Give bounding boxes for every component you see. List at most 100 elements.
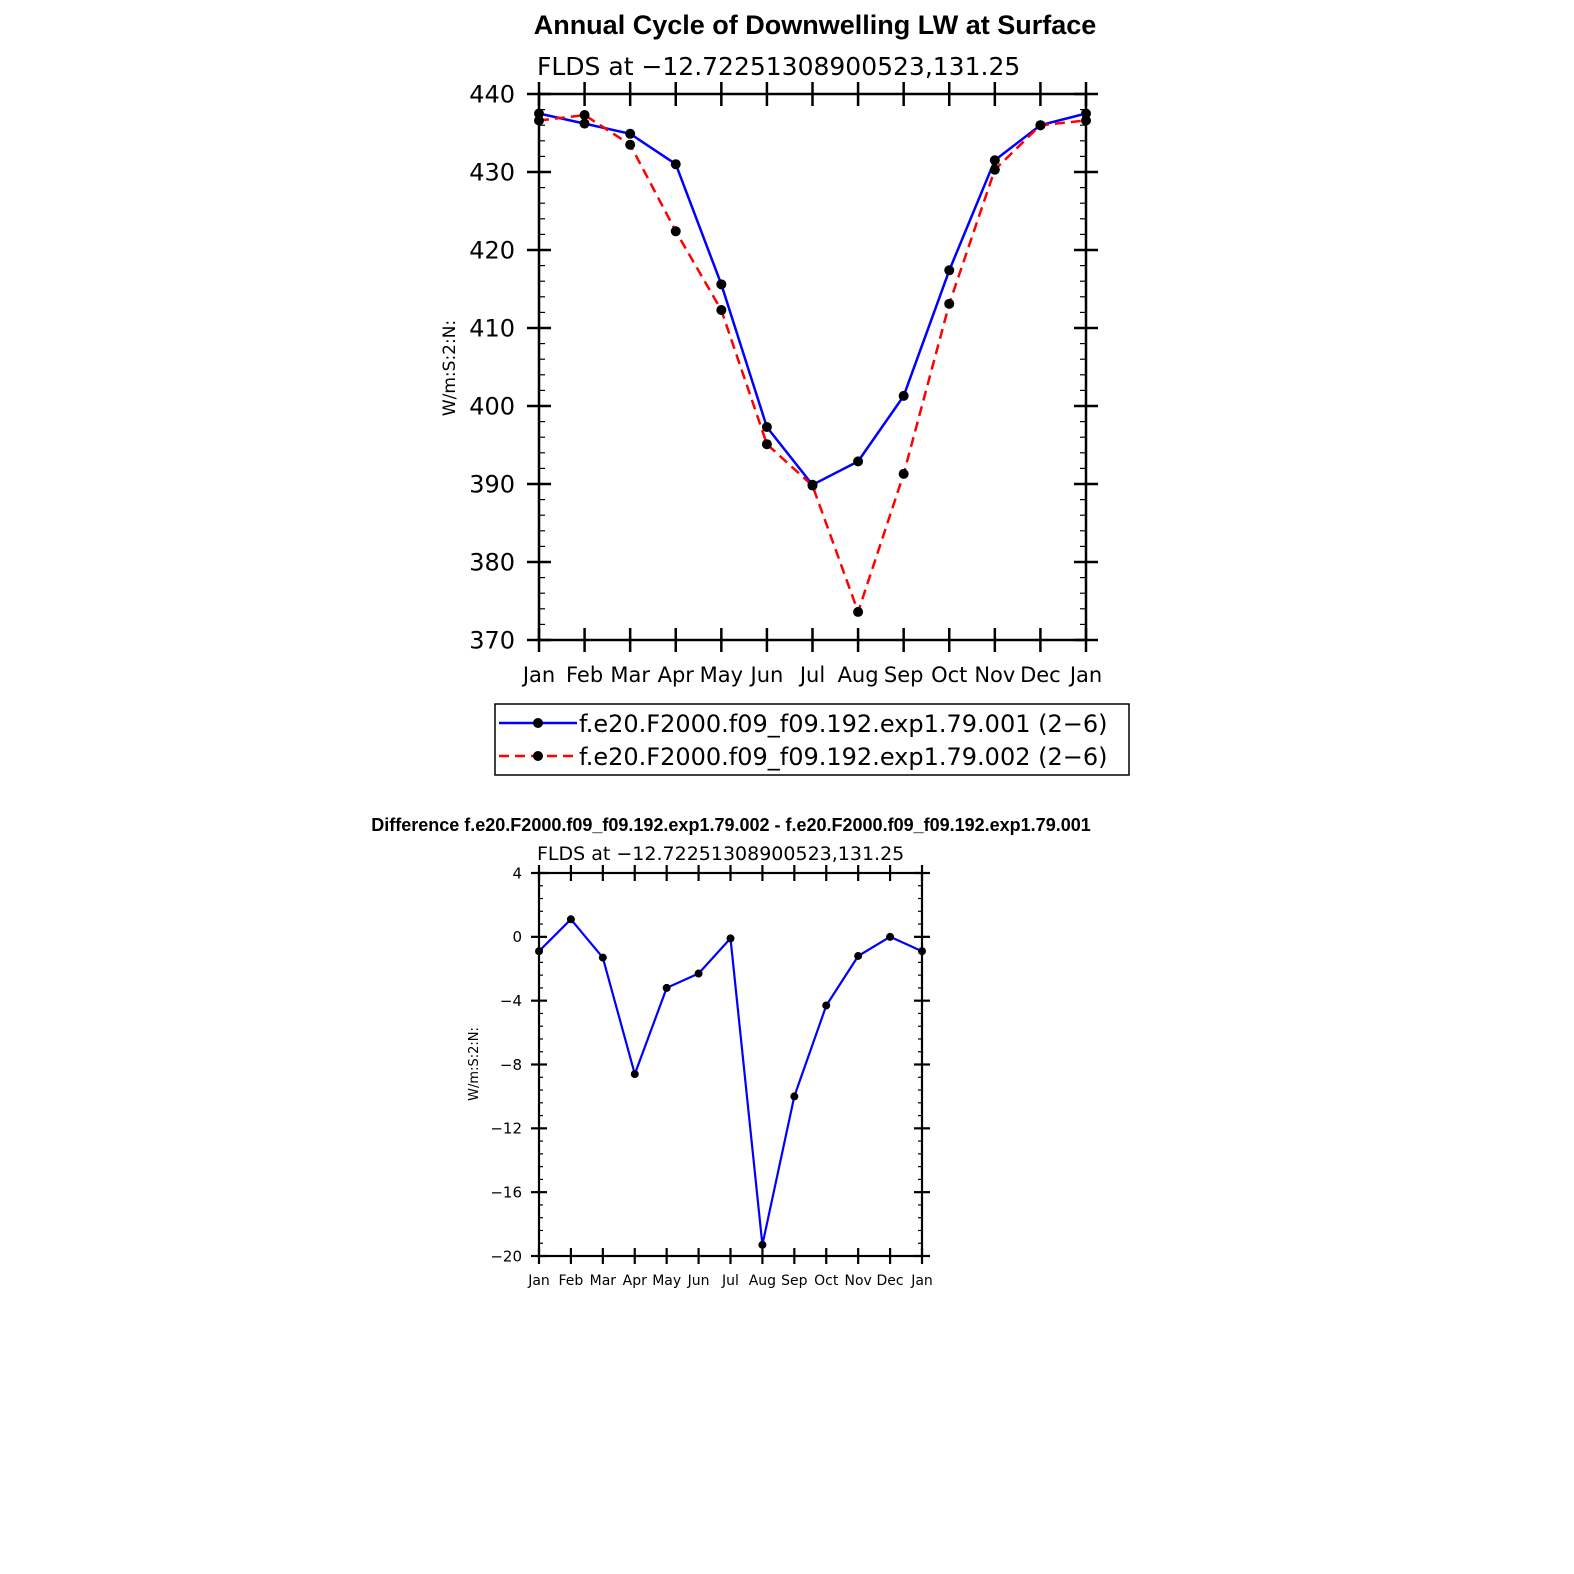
- chart2-title: Difference f.e20.F2000.f09_f09.192.exp1.…: [371, 815, 1090, 835]
- series-line-2: [538, 113, 1087, 614]
- chart1-legend: f.e20.F2000.f09_f09.192.exp1.79.001 (2−6…: [494, 703, 1130, 776]
- series-1-point: [726, 934, 735, 943]
- x-tick-label: Dec: [877, 1273, 904, 1289]
- plot-frame: [537, 92, 1088, 642]
- x-tick-label: Jan: [1068, 663, 1102, 687]
- series-2-point: [1035, 120, 1046, 131]
- series-1-point: [790, 1092, 799, 1101]
- x-tick-label: Jul: [721, 1273, 739, 1289]
- y-tick-label: 4: [512, 864, 522, 882]
- series-1-point: [535, 947, 543, 956]
- series-2-point: [898, 468, 909, 479]
- y-tick-label: 420: [469, 236, 515, 264]
- x-tick-label: Jan: [521, 663, 555, 687]
- x-tick-label: May: [700, 663, 743, 687]
- series-1-point: [761, 422, 772, 433]
- x-tick-label: Mar: [610, 663, 650, 687]
- series-line-1: [538, 112, 1087, 487]
- y-tick-label: 370: [469, 626, 515, 654]
- series-2-point: [625, 139, 636, 150]
- x-tick-label: Dec: [1020, 663, 1061, 687]
- series-2-point: [761, 439, 772, 450]
- series-1-point: [694, 969, 703, 978]
- series-2-point: [989, 164, 1000, 175]
- legend-box: [494, 703, 1130, 776]
- y-tick-label: 0: [512, 928, 522, 946]
- series-1-point: [918, 947, 926, 956]
- y-tick-label: 440: [469, 80, 515, 108]
- x-tick-label: Jul: [798, 663, 825, 687]
- chart2-ylabel: W/m:S:2:N:: [467, 1027, 482, 1101]
- y-tick-label: 410: [469, 314, 515, 342]
- series-1-point: [853, 456, 864, 467]
- x-tick-label: Nov: [974, 663, 1015, 687]
- y-tick-label: −8: [500, 1056, 522, 1074]
- x-tick-label: Oct: [814, 1273, 839, 1289]
- x-tick-label: Feb: [566, 663, 603, 687]
- annual-cycle-chart: Annual Cycle of Downwelling LW at Surfac…: [440, 10, 1130, 776]
- y-tick-label: −4: [500, 992, 522, 1010]
- chart2-tick-labels: −20 −16 −12 −8 −4 0 4 Jan Feb Mar Apr May Jun Jul Aug S…: [490, 864, 932, 1289]
- x-tick-label: Jan: [910, 1273, 933, 1289]
- series-1-point: [670, 159, 681, 170]
- y-tick-label: 400: [469, 392, 515, 420]
- series-1-point: [898, 390, 909, 401]
- series-1-point: [598, 953, 607, 962]
- series-1-point: [886, 932, 895, 941]
- y-tick-label: −20: [490, 1247, 522, 1265]
- x-tick-label: Jun: [749, 663, 784, 687]
- series-1-point: [630, 1070, 639, 1079]
- x-tick-label: Apr: [623, 1273, 647, 1289]
- x-tick-label: Aug: [749, 1273, 776, 1289]
- x-tick-label: Oct: [931, 663, 967, 687]
- x-tick-label: Nov: [845, 1273, 872, 1289]
- x-tick-label: Sep: [781, 1273, 808, 1289]
- series-2-point: [853, 606, 864, 617]
- y-tick-label: 390: [469, 470, 515, 498]
- series-1-point: [579, 118, 590, 129]
- x-tick-label: Jun: [687, 1273, 710, 1289]
- legend-marker-series-1: [533, 718, 543, 728]
- y-tick-label: 430: [469, 158, 515, 186]
- series-1-point: [854, 951, 863, 960]
- series-1-point: [625, 128, 636, 139]
- series-1-point: [822, 1001, 831, 1010]
- series-2-point: [807, 480, 818, 491]
- chart2-subtitle: FLDS at −12.72251308900523,131.25: [537, 843, 904, 865]
- series-1-point: [716, 279, 727, 290]
- chart1-ylabel: W/m:S:2:N:: [440, 320, 460, 416]
- series-1-point: [566, 915, 575, 924]
- y-tick-label: 380: [469, 548, 515, 576]
- legend-label-series-1: f.e20.F2000.f09_f09.192.exp1.79.001 (2−6…: [579, 710, 1107, 738]
- y-tick-label: −16: [490, 1183, 522, 1201]
- series-2-point: [534, 115, 544, 126]
- series-1-point: [989, 155, 1000, 166]
- y-tick-label: −12: [490, 1120, 522, 1138]
- series-line-1: [538, 918, 923, 1246]
- chart2-axes: [531, 865, 930, 1264]
- plot-frame: [537, 871, 924, 1258]
- chart1-subtitle: FLDS at −12.72251308900523,131.25: [537, 52, 1020, 81]
- x-tick-label: Aug: [838, 663, 879, 687]
- series-2-point: [716, 305, 727, 316]
- chart1-title: Annual Cycle of Downwelling LW at Surfac…: [534, 10, 1097, 40]
- series-2-point: [944, 298, 955, 309]
- x-tick-label: Feb: [559, 1273, 584, 1289]
- x-tick-label: Sep: [884, 663, 924, 687]
- series-1-point: [758, 1240, 767, 1249]
- chart2-series: [535, 915, 926, 1249]
- series-2-point: [579, 110, 590, 121]
- series-1-point: [1081, 108, 1091, 119]
- legend-label-series-2: f.e20.F2000.f09_f09.192.exp1.79.002 (2−6…: [579, 743, 1107, 771]
- series-1-point: [944, 265, 955, 276]
- series-2-point: [1081, 115, 1091, 126]
- x-tick-label: Jan: [527, 1273, 550, 1289]
- x-tick-label: May: [652, 1273, 681, 1289]
- legend-marker-series-2: [533, 751, 543, 761]
- series-1-point: [534, 108, 544, 119]
- x-tick-label: Mar: [590, 1273, 617, 1289]
- chart1-axes: [527, 82, 1098, 652]
- chart1-series: [534, 108, 1091, 617]
